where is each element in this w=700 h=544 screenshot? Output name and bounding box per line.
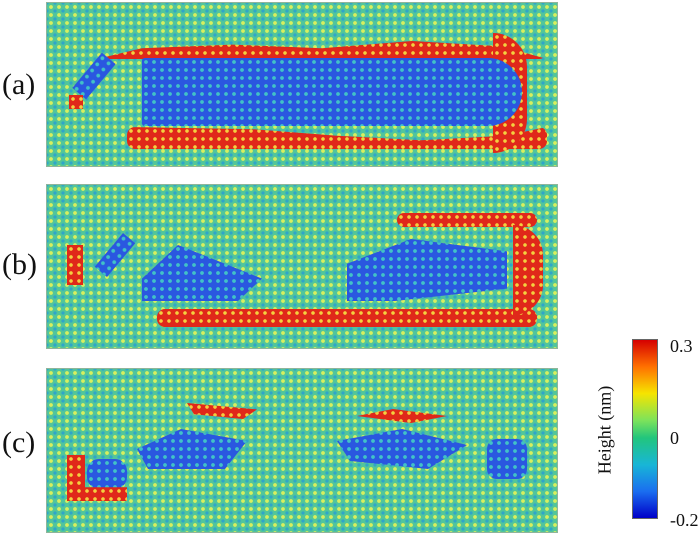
depression-right-b <box>347 239 507 301</box>
spot-a <box>69 95 83 109</box>
small-groove-b <box>94 233 136 277</box>
panel-label-b: (b) <box>2 248 37 281</box>
depression-cluster-4-c <box>487 439 527 479</box>
small-groove-a <box>72 52 116 100</box>
height-map-panel-a <box>46 2 558 167</box>
height-map-panel-b <box>46 184 558 349</box>
depression-cluster-1-c <box>87 459 127 489</box>
colorbar-min-label: -0.2 <box>670 510 699 530</box>
depression-cluster-2-c <box>137 429 247 469</box>
height-map-panel-c <box>46 368 558 533</box>
colorbar <box>632 339 658 519</box>
panel-label-c: (c) <box>2 426 36 459</box>
ridge-top-a <box>97 41 547 59</box>
depression-left-b <box>142 245 262 301</box>
ridge-bottom-a <box>127 127 547 149</box>
colorbar-title: Height (nm) <box>594 385 615 475</box>
ridge-tip-b <box>513 225 543 315</box>
ridge-bottom-b <box>157 309 537 327</box>
colorbar-mid-label: 0 <box>670 428 679 448</box>
depression-cluster-3-c <box>337 429 467 469</box>
ridge-top-b <box>397 213 537 227</box>
colorbar-max-label: 0.3 <box>670 336 693 356</box>
ridge-spots-2-c <box>357 409 447 423</box>
depression-a <box>142 58 522 126</box>
ridge-spots-1-c <box>187 403 257 419</box>
panel-label-a: (a) <box>2 68 36 101</box>
ridge-left-b <box>67 245 83 285</box>
